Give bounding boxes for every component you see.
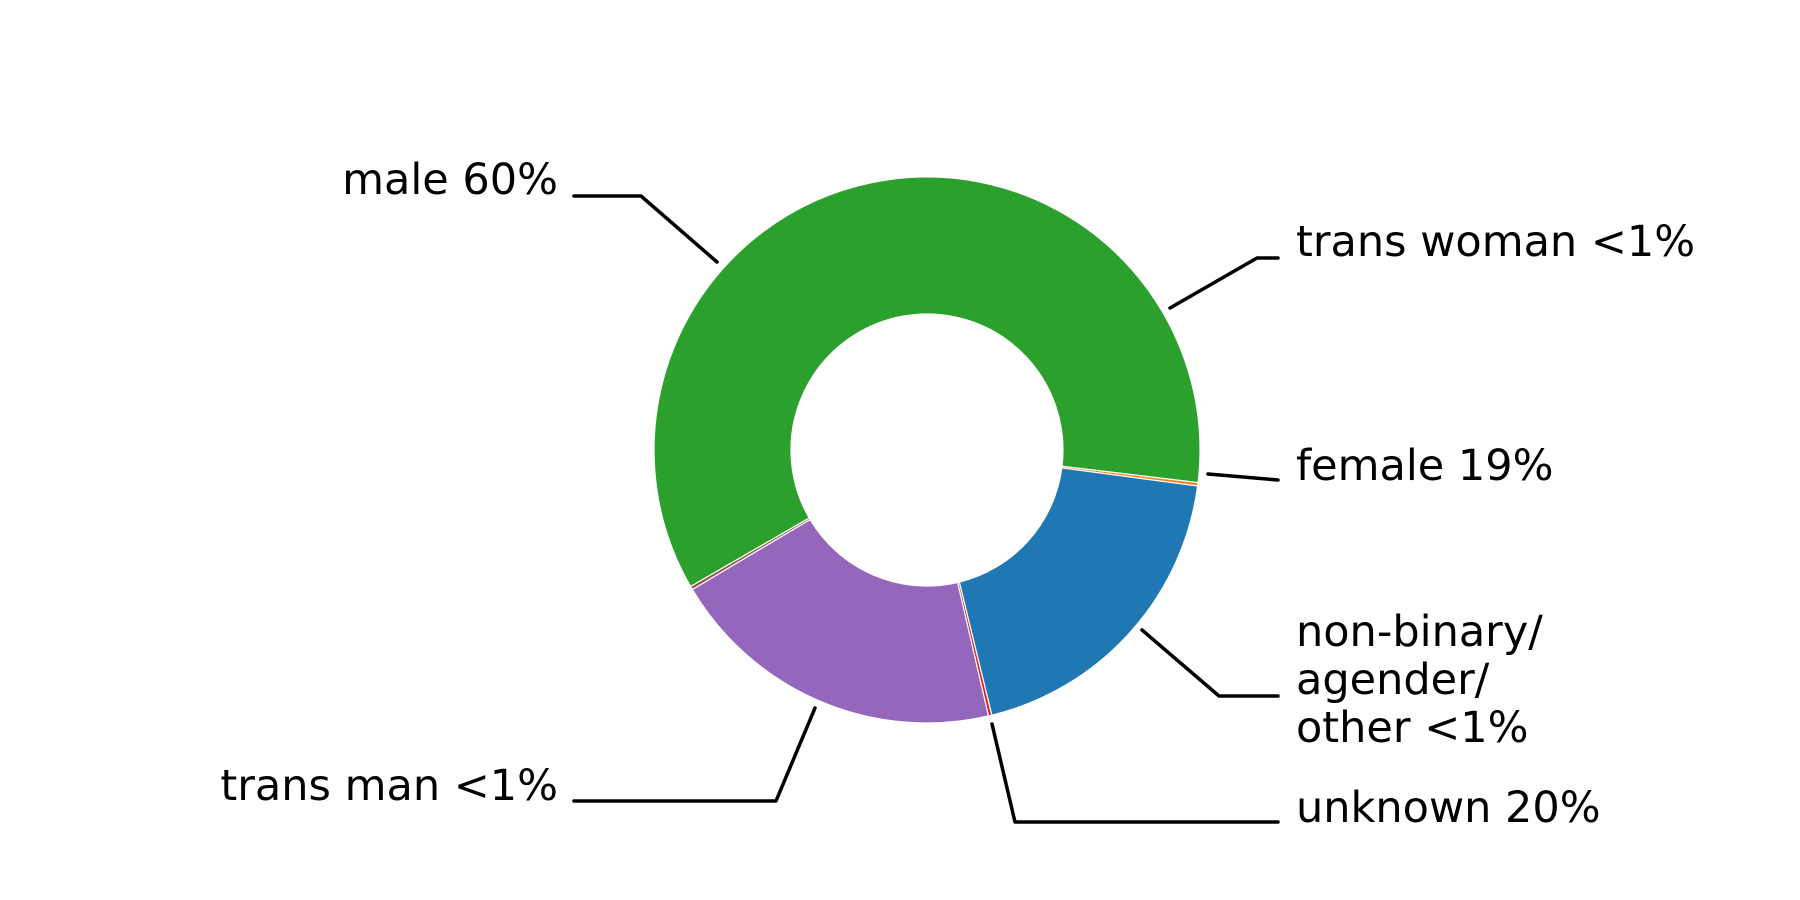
leader-line-5 <box>572 706 817 803</box>
leader-line-0 <box>572 194 719 264</box>
slice-label-3: non-binary/agender/other <1% <box>1296 607 1543 753</box>
slice-2 <box>958 467 1199 716</box>
slice-4 <box>691 518 990 724</box>
leader-line-4 <box>990 722 1280 824</box>
labels-group: male 60% trans woman <1% female 19% non-bin… <box>220 155 1695 833</box>
slice-label-4: unknown 20% <box>1296 783 1601 833</box>
slice-label-2: female 19% <box>1296 441 1553 491</box>
slice-label-5: trans man <1% <box>220 761 558 811</box>
slice-5 <box>689 517 811 591</box>
leader-line-3 <box>1140 628 1280 698</box>
slices-group <box>653 176 1201 724</box>
leader-line-2 <box>1206 472 1280 482</box>
slice-label-1: trans woman <1% <box>1296 217 1695 267</box>
slice-0 <box>653 176 1201 588</box>
slice-label-0: male 60% <box>342 155 558 205</box>
leader-line-1 <box>1168 256 1280 310</box>
leader-lines-group <box>572 194 1280 824</box>
